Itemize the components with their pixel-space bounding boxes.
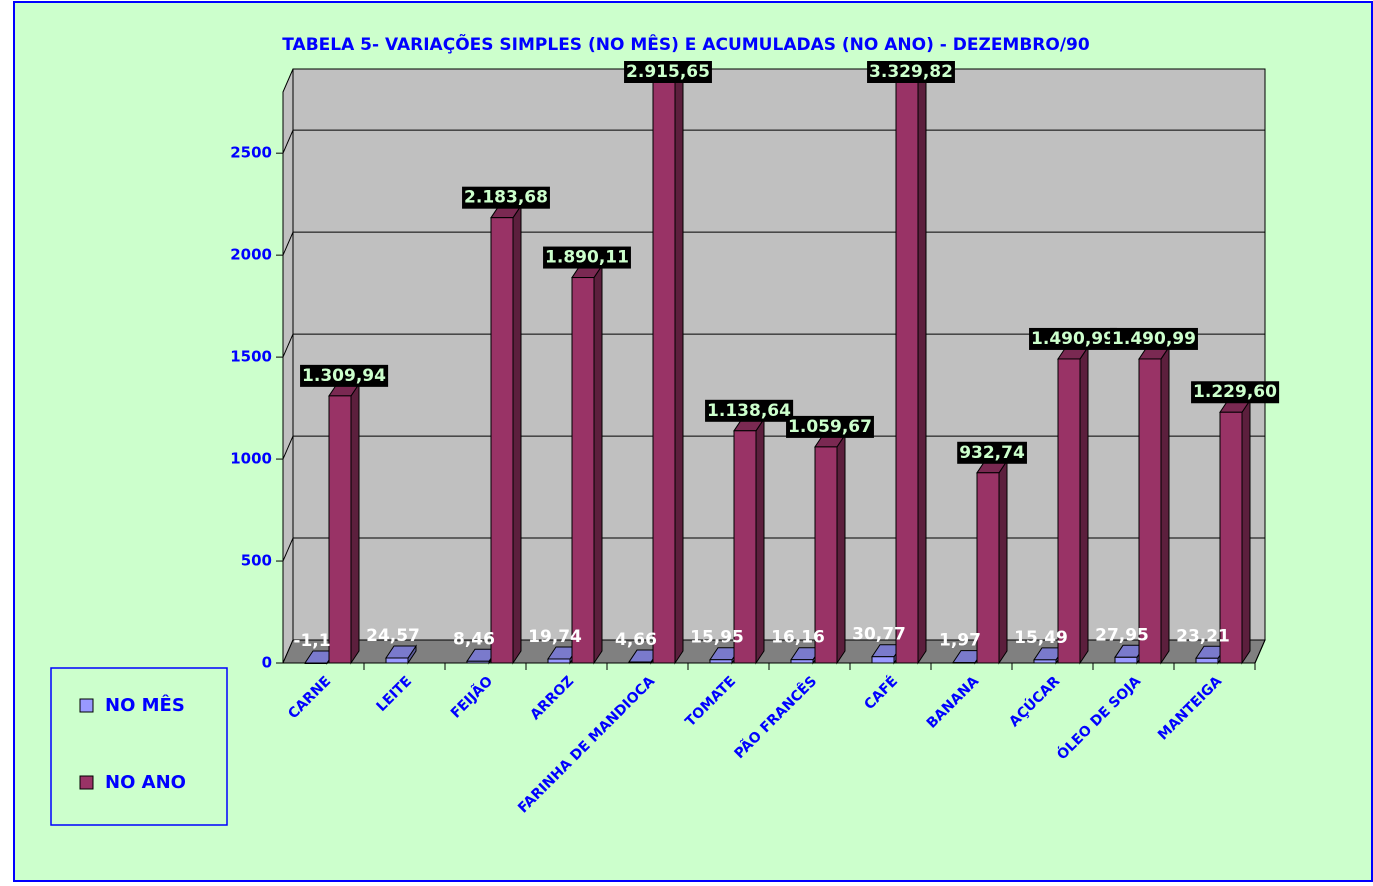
value-label: 1.138,64 [707, 401, 791, 421]
grid-line [282, 129, 294, 154]
bar-side [350, 382, 360, 665]
bar [1114, 656, 1138, 664]
value-label-bg [957, 441, 1027, 464]
value-label: 30,77 [852, 625, 906, 645]
value-label: 2.915,65 [626, 62, 710, 82]
bar-side [593, 263, 603, 665]
grid-line [282, 333, 294, 358]
value-label: 3.329,82 [869, 62, 953, 82]
bar [571, 277, 595, 664]
value-label: 1,97 [939, 631, 981, 651]
value-label: 932,74 [959, 443, 1025, 463]
value-label: 1.059,67 [788, 417, 872, 437]
value-label-bg [1029, 327, 1117, 350]
y-tick-label: 1500 [230, 348, 272, 366]
y-tick-label: 2500 [230, 144, 272, 162]
bar-side [998, 459, 1008, 665]
value-label: 15,49 [1014, 628, 1068, 648]
value-label: 1.309,94 [302, 366, 386, 386]
legend-swatch [79, 775, 94, 790]
value-label: 27,95 [1095, 625, 1149, 645]
bar-side [512, 204, 522, 665]
y-tick-label: 0 [262, 654, 272, 672]
bar-side [1160, 345, 1170, 665]
grid-line [282, 231, 294, 256]
y-tick-label: 1000 [230, 450, 272, 468]
legend-swatch [79, 698, 94, 713]
value-label-bg [705, 399, 794, 422]
value-label: 16,16 [771, 628, 825, 648]
value-label: 8,46 [453, 629, 495, 649]
side-wall [282, 68, 294, 664]
bar [652, 80, 676, 664]
value-label: 19,74 [528, 627, 582, 647]
value-label-bg [786, 415, 874, 438]
back-wall [292, 68, 1266, 641]
legend-label: NO ANO [105, 772, 186, 793]
y-tick-label: 500 [241, 552, 272, 570]
value-label: 1.490,99 [1112, 329, 1196, 349]
value-label: 15,95 [690, 628, 744, 648]
x-axis [1254, 639, 1266, 664]
chart-title: TABELA 5- VARIAÇÕES SIMPLES (NO MÊS) E A… [282, 32, 1090, 55]
value-label: 1.890,11 [545, 248, 629, 268]
value-label: -1,1 [293, 631, 330, 651]
value-label: 24,57 [366, 626, 420, 646]
bar-side [917, 80, 927, 665]
value-label-bg [867, 61, 955, 83]
grid-line [282, 435, 294, 460]
bar [328, 395, 352, 664]
value-label: 1.490,99 [1031, 329, 1115, 349]
value-label-bg [543, 246, 631, 269]
y-tick-label: 2000 [230, 246, 272, 264]
bar [385, 657, 409, 664]
bar-side [755, 417, 765, 665]
bar [1195, 657, 1219, 664]
value-label-bg [1110, 327, 1198, 350]
value-label: 2.183,68 [464, 188, 548, 208]
legend-label: NO MÊS [105, 694, 185, 716]
value-label-bg [1191, 381, 1280, 404]
bar [1057, 358, 1081, 664]
bar-side [836, 433, 846, 665]
value-label: 23,21 [1176, 626, 1230, 646]
value-label: 4,66 [615, 630, 657, 650]
bar [547, 658, 571, 664]
labels: -1,1 24,57 8,46 19,74 4,66 15,95 16,16 30,77 1,9… [293, 61, 1280, 651]
value-label: 1.229,60 [1193, 382, 1277, 402]
value-label-bg [624, 61, 712, 83]
bar [1138, 358, 1162, 664]
plot-area [282, 68, 1266, 664]
value-label-bg [300, 364, 389, 387]
bar [871, 656, 895, 664]
value-label-bg [462, 186, 550, 209]
bar [490, 217, 514, 664]
legend-box [50, 667, 228, 826]
bar-side [674, 80, 684, 665]
bar [895, 80, 919, 664]
bar-side [1079, 345, 1089, 665]
grid-line [282, 537, 294, 562]
bar-side [1241, 398, 1251, 665]
